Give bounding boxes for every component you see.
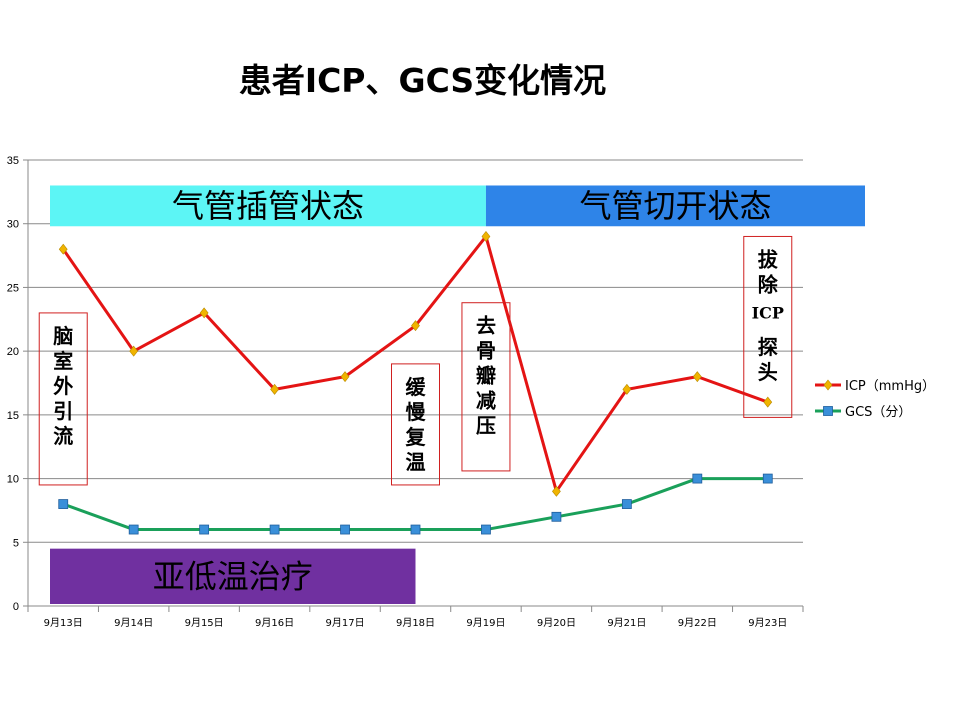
annotation-label: 拔除 ICP 探头: [752, 247, 784, 384]
annotation-label: 去骨瓣减压: [476, 314, 496, 438]
status-band: [485, 185, 865, 227]
icp-point: [411, 320, 420, 332]
y-tick-label: 0: [13, 601, 19, 613]
icp-point: [692, 371, 702, 383]
gcs-point: [692, 473, 703, 484]
y-tick-label: 10: [7, 474, 19, 486]
icp-point: [270, 383, 279, 395]
y-tick-label: 15: [7, 410, 19, 422]
y-tick-label: 20: [7, 346, 19, 358]
annotation-label: 缓慢复温: [405, 375, 427, 474]
icp-point: [622, 383, 632, 395]
icp-point: [340, 371, 350, 383]
legend-entry: ICP（mmHg）: [845, 379, 935, 394]
legend-marker: [823, 379, 833, 391]
x-tick-label: 9月13日: [44, 617, 83, 629]
gcs-point: [410, 524, 421, 535]
x-tick-label: 9月16日: [255, 617, 294, 629]
gcs-point: [621, 499, 632, 509]
icp-point: [58, 243, 68, 255]
icp-point: [552, 485, 561, 497]
legend-marker: [823, 406, 833, 416]
annotation-box: [391, 363, 440, 486]
gcs-point: [340, 524, 350, 535]
legend: ICP（mmHg） GCS（分）: [815, 379, 935, 420]
x-tick-label: 9月23日: [748, 617, 787, 629]
status-band-label: 气管切开状态: [579, 187, 771, 225]
icp-point: [129, 345, 139, 357]
y-tick-label: 30: [7, 219, 19, 231]
annotation-box: [743, 235, 793, 418]
x-tick-label: 9月15日: [185, 617, 224, 629]
gcs-point: [481, 524, 491, 535]
axes: 0 5 10 15 20 25 30 35 9月13日 9月14日 9月15日 9月16日 9月17日 9…: [7, 155, 804, 629]
data-series: [58, 230, 773, 535]
legend-entry: GCS（分）: [845, 405, 911, 420]
y-tick-label: 5: [13, 537, 19, 549]
annotations: 脑室外引流 缓慢复温 去骨瓣减压 拔除 ICP 探头: [38, 235, 793, 486]
annotation-box: [461, 302, 511, 472]
icp-point: [481, 230, 491, 242]
x-tick-label: 9月22日: [678, 617, 717, 629]
gcs-point: [128, 524, 139, 535]
y-tick-label: 25: [7, 282, 19, 294]
gcs-point: [58, 499, 69, 509]
x-tick-label: 9月14日: [114, 617, 153, 629]
icp-point: [763, 396, 773, 408]
gcs-point: [199, 524, 210, 535]
annotation-label: 脑室外引流: [53, 324, 73, 448]
page-title: 患者ICP、GCS变化情况: [238, 61, 607, 100]
x-tick-label: 9月18日: [396, 617, 435, 629]
status-band: [50, 548, 416, 604]
gcs-point: [269, 524, 280, 535]
status-band-label: 亚低温治疗: [153, 557, 313, 595]
x-tick-label: 9月17日: [325, 617, 364, 629]
x-tick-label: 9月21日: [607, 617, 646, 629]
gcs-line: [62, 477, 768, 532]
status-band-label: 气管插管状态: [172, 187, 364, 225]
gcs-point: [551, 511, 562, 522]
x-tick-label: 9月19日: [466, 617, 505, 629]
x-tick-label: 9月20日: [537, 617, 576, 629]
status-band: [50, 185, 486, 227]
icp-point: [199, 307, 209, 319]
annotation-box: [38, 312, 88, 486]
gcs-point: [762, 473, 773, 484]
y-tick-label: 35: [7, 155, 19, 167]
